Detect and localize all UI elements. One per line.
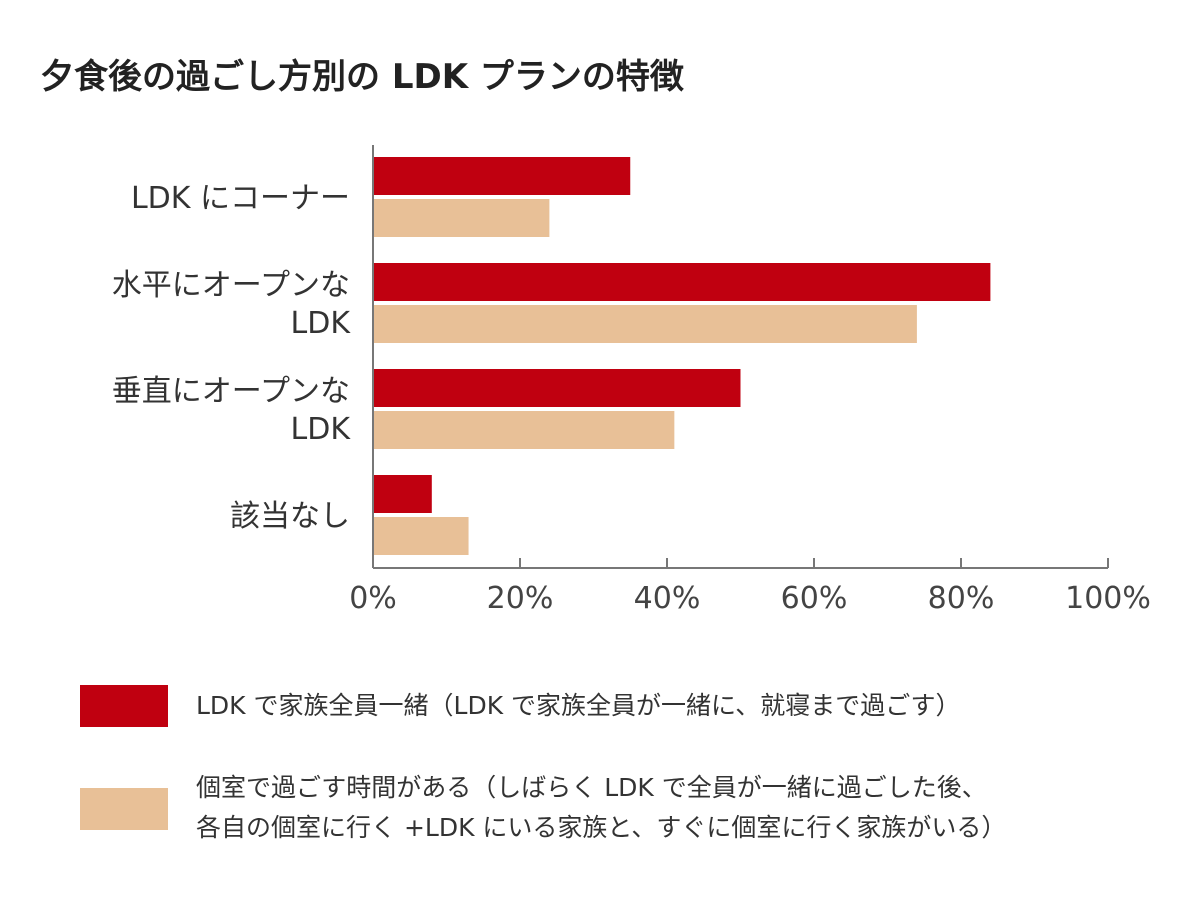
bar-together-1 [373, 263, 991, 301]
x-tick-label-4: 80% [928, 581, 995, 616]
category-label-3-0: 該当なし [230, 499, 350, 534]
x-tick-label-5: 100% [1065, 581, 1151, 616]
x-tick-label-2: 40% [634, 581, 701, 616]
bar-private-2 [373, 411, 675, 449]
legend-label-1-1: 各自の個室に行く +LDK にいる家族と、すぐに個室に行く家族がいる） [196, 813, 1006, 842]
x-tick-label-3: 60% [781, 581, 848, 616]
bar-private-0 [373, 199, 550, 237]
category-label-2-0: 垂直にオープンな [112, 374, 350, 409]
x-tick-label-1: 20% [487, 581, 554, 616]
legend-label-0-0: LDK で家族全員一緒（LDK で家族全員が一緒に、就寝まで過ごす） [196, 691, 961, 720]
category-label-1-0: 水平にオープンな [112, 268, 350, 303]
bar-together-3 [373, 475, 432, 513]
category-label-1-1: LDK [291, 306, 352, 341]
x-tick-label-0: 0% [349, 581, 397, 616]
legend-swatch-0 [80, 685, 168, 727]
bar-private-3 [373, 517, 469, 555]
legend-swatch-1 [80, 788, 168, 830]
category-label-2-1: LDK [291, 412, 352, 447]
legend-label-1-0: 個室で過ごす時間がある（しばらく LDK で全員が一緒に過ごした後、 [196, 773, 987, 802]
bar-private-1 [373, 305, 917, 343]
category-label-0-0: LDK にコーナー [131, 181, 350, 216]
bar-together-0 [373, 157, 631, 195]
chart-title: 夕食後の過ごし方別の LDK プランの特徴 [40, 57, 685, 97]
bar-together-2 [373, 369, 741, 407]
